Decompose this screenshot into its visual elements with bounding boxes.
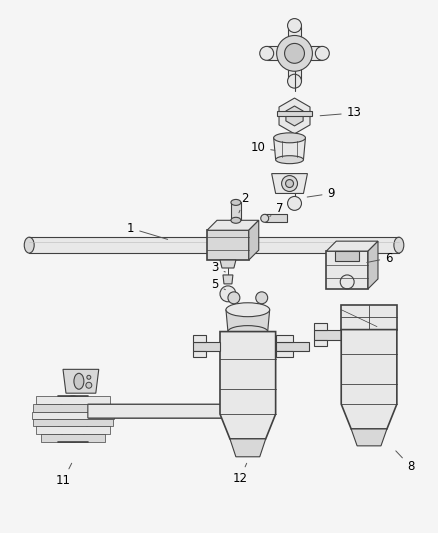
Polygon shape <box>220 332 276 439</box>
Circle shape <box>286 180 293 188</box>
Circle shape <box>282 175 297 191</box>
Polygon shape <box>63 369 99 393</box>
Polygon shape <box>341 305 397 329</box>
Polygon shape <box>41 434 105 442</box>
Polygon shape <box>351 429 387 446</box>
Polygon shape <box>249 220 259 260</box>
Polygon shape <box>230 439 266 457</box>
Text: 10: 10 <box>250 141 275 154</box>
Circle shape <box>285 43 304 63</box>
Bar <box>335 251 359 261</box>
Polygon shape <box>33 404 113 412</box>
Polygon shape <box>279 98 310 134</box>
Ellipse shape <box>276 156 304 164</box>
Circle shape <box>220 286 236 302</box>
Polygon shape <box>276 335 293 342</box>
Polygon shape <box>32 412 114 419</box>
Circle shape <box>277 36 312 71</box>
Polygon shape <box>225 391 253 429</box>
Polygon shape <box>223 275 233 284</box>
Polygon shape <box>193 335 206 342</box>
Circle shape <box>87 375 91 379</box>
Circle shape <box>260 46 274 60</box>
Polygon shape <box>276 351 293 358</box>
Text: 5: 5 <box>212 278 226 292</box>
Text: 3: 3 <box>212 262 225 274</box>
Polygon shape <box>29 237 399 253</box>
Polygon shape <box>193 351 206 358</box>
Polygon shape <box>314 322 327 329</box>
Text: 13: 13 <box>320 107 362 119</box>
Polygon shape <box>276 342 309 351</box>
Polygon shape <box>341 329 397 429</box>
Polygon shape <box>314 340 327 346</box>
Circle shape <box>256 292 268 304</box>
Text: 11: 11 <box>56 463 72 487</box>
Ellipse shape <box>231 217 241 223</box>
Text: 6: 6 <box>367 252 392 264</box>
Circle shape <box>228 292 240 304</box>
Polygon shape <box>220 260 236 268</box>
Ellipse shape <box>261 214 268 222</box>
Text: 7: 7 <box>270 202 283 216</box>
Polygon shape <box>368 241 378 289</box>
Polygon shape <box>274 138 305 160</box>
Polygon shape <box>286 106 303 126</box>
Circle shape <box>288 197 301 211</box>
Polygon shape <box>193 342 220 351</box>
Ellipse shape <box>226 303 270 317</box>
Text: 12: 12 <box>233 463 247 485</box>
Polygon shape <box>265 214 286 222</box>
Ellipse shape <box>228 326 268 337</box>
Polygon shape <box>36 396 109 404</box>
Text: 8: 8 <box>396 451 414 473</box>
Circle shape <box>288 19 301 33</box>
Polygon shape <box>207 230 249 260</box>
Ellipse shape <box>231 199 241 205</box>
Circle shape <box>288 74 301 88</box>
Polygon shape <box>277 111 312 116</box>
Polygon shape <box>33 419 113 426</box>
Ellipse shape <box>394 237 404 253</box>
Polygon shape <box>88 404 237 418</box>
Polygon shape <box>207 220 259 230</box>
Polygon shape <box>326 241 378 251</box>
Ellipse shape <box>24 237 34 253</box>
Polygon shape <box>272 174 307 193</box>
Polygon shape <box>226 310 270 332</box>
Polygon shape <box>314 329 341 340</box>
Polygon shape <box>231 203 241 220</box>
Circle shape <box>86 382 92 388</box>
Text: 2: 2 <box>239 192 249 213</box>
Polygon shape <box>288 26 301 81</box>
Ellipse shape <box>74 373 84 389</box>
Text: 1: 1 <box>127 222 168 239</box>
Text: 9: 9 <box>307 187 335 200</box>
Circle shape <box>315 46 329 60</box>
Ellipse shape <box>274 133 305 143</box>
Polygon shape <box>267 46 322 60</box>
Polygon shape <box>36 426 109 434</box>
Polygon shape <box>326 251 368 289</box>
